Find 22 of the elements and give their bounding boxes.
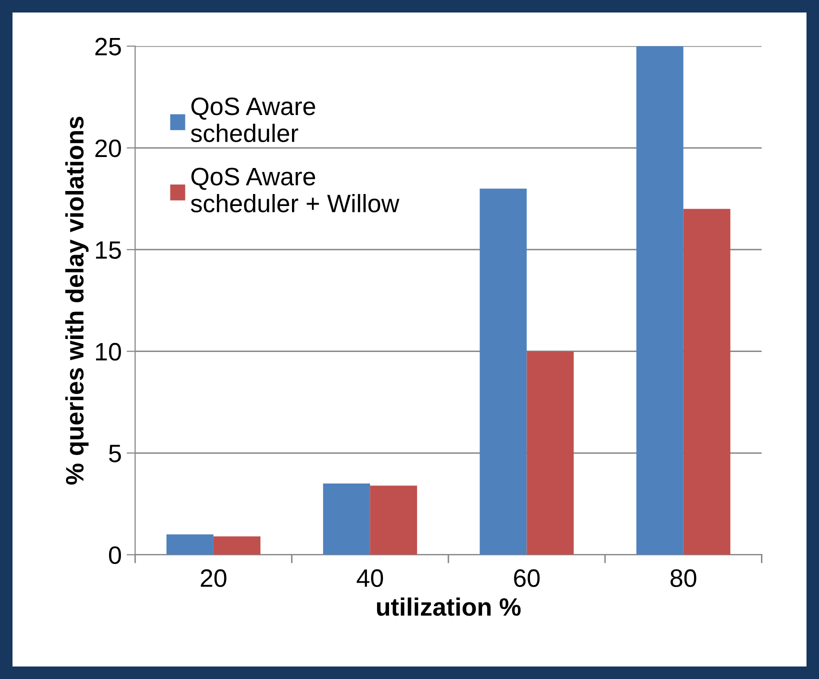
x-tick-label: 20 [200,569,226,587]
legend-label: QoS Aware scheduler + Willow [190,168,400,212]
y-tick-label: 0 [109,546,121,564]
x-tick-label: 60 [514,569,540,587]
bar [526,351,574,555]
x-tick-label: 40 [356,569,384,587]
y-tick-label: 15 [96,241,121,259]
bar [683,208,730,555]
x-tick-label: 80 [670,569,696,587]
y-tick-label: 20 [95,139,121,158]
y-tick-label: 5 [109,444,121,462]
bar [480,188,527,555]
bar [213,536,260,555]
y-axis-title: % queries with delay violations [65,116,89,485]
legend-label: QoS Aware scheduler [190,98,316,142]
bar [323,484,370,555]
bar [636,46,684,555]
bar [166,534,214,555]
bar [370,486,418,555]
y-tick-label: 25 [95,38,121,56]
y-tick-label: 10 [96,342,121,361]
x-axis-title: utilization % [377,597,521,616]
